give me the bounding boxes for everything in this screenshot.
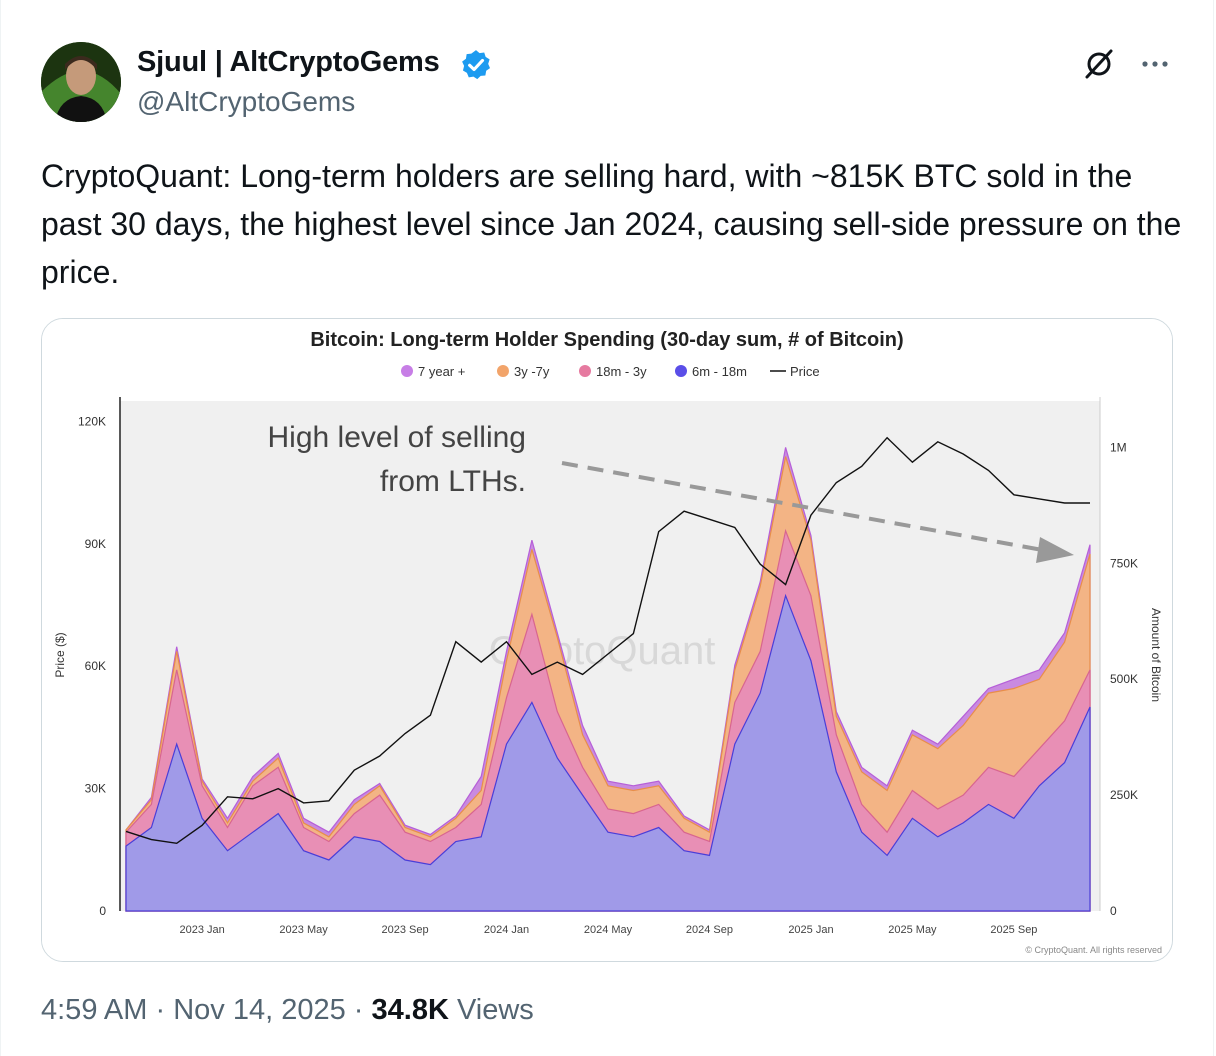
verified-badge-icon (462, 50, 491, 80)
x-tick-label: 2024 Sep (686, 924, 733, 936)
meta-separator: · (353, 994, 364, 1026)
x-tick-label: 2025 Sep (990, 924, 1037, 936)
tweet-date[interactable]: Nov 14, 2025 (173, 994, 346, 1026)
right-axis-label: Amount of Bitcoin (1149, 608, 1163, 702)
legend-label: 18m - 3y (596, 364, 647, 379)
x-tick-label: 2024 May (584, 924, 633, 936)
copyright: © CryptoQuant. All rights reserved (1025, 945, 1162, 955)
x-tick-label: 2025 May (888, 924, 937, 936)
chart-legend: 7 year + 3y -7y 18m - 3y 6m - 18m Price (401, 364, 820, 379)
views-label: Views (456, 994, 534, 1026)
area-6m-18m (125, 593, 1091, 912)
price-line (125, 436, 1090, 845)
x-tick-label: 2023 May (279, 924, 328, 936)
left-tick-label: 90K (85, 537, 106, 551)
left-tick-label: 60K (85, 659, 106, 673)
grok-icon[interactable] (1081, 46, 1117, 82)
legend-dot (675, 365, 687, 377)
legend-dot (579, 365, 591, 377)
x-tick-label: 2023 Sep (381, 924, 428, 936)
legend-label: 3y -7y (514, 364, 550, 379)
lth-spending-chart: Bitcoin: Long-term Holder Spending (30-d… (42, 319, 1172, 961)
trend-arrowhead (1036, 537, 1074, 563)
left-tick-label: 120K (78, 414, 106, 428)
right-tick-label: 0 (1110, 904, 1117, 918)
tweet-meta: 4:59 AM · Nov 14, 2025 · 34.8K Views (41, 994, 534, 1027)
tweet-text: CryptoQuant: Long-term holders are selli… (41, 158, 1182, 290)
left-tick-label: 30K (85, 782, 106, 796)
right-tick-label: 750K (1110, 556, 1138, 570)
chart-title: Bitcoin: Long-term Holder Spending (30-d… (310, 329, 903, 351)
x-tick-label: 2025 Jan (788, 924, 833, 936)
avatar[interactable] (41, 42, 121, 122)
meta-separator: · (155, 994, 166, 1026)
left-tick-label: 0 (99, 904, 106, 918)
views-count: 34.8K (371, 994, 449, 1026)
x-tick-label: 2023 Jan (179, 924, 224, 936)
annotation-line-2: from LTHs. (380, 465, 526, 498)
display-name[interactable]: Sjuul | AltCryptoGems (137, 46, 440, 78)
tweet-time[interactable]: 4:59 AM (41, 994, 148, 1026)
left-axis-label: Price ($) (53, 632, 67, 677)
right-tick-label: 500K (1110, 672, 1138, 686)
trend-arrow (561, 461, 1049, 553)
right-tick-label: 250K (1110, 788, 1138, 802)
legend-label: Price (790, 364, 820, 379)
user-handle[interactable]: @AltCryptoGems (137, 86, 356, 117)
legend-label: 7 year + (418, 364, 465, 379)
right-tick-label: 1M (1110, 440, 1127, 454)
more-horizontal-icon[interactable] (1138, 50, 1172, 78)
annotation-line-1: High level of selling (268, 421, 526, 454)
legend-dot (497, 365, 509, 377)
x-tick-label: 2024 Jan (484, 924, 529, 936)
legend-dot (401, 365, 413, 377)
tweet-media-chart[interactable]: Bitcoin: Long-term Holder Spending (30-d… (41, 318, 1173, 962)
legend-label: 6m - 18m (692, 364, 747, 379)
